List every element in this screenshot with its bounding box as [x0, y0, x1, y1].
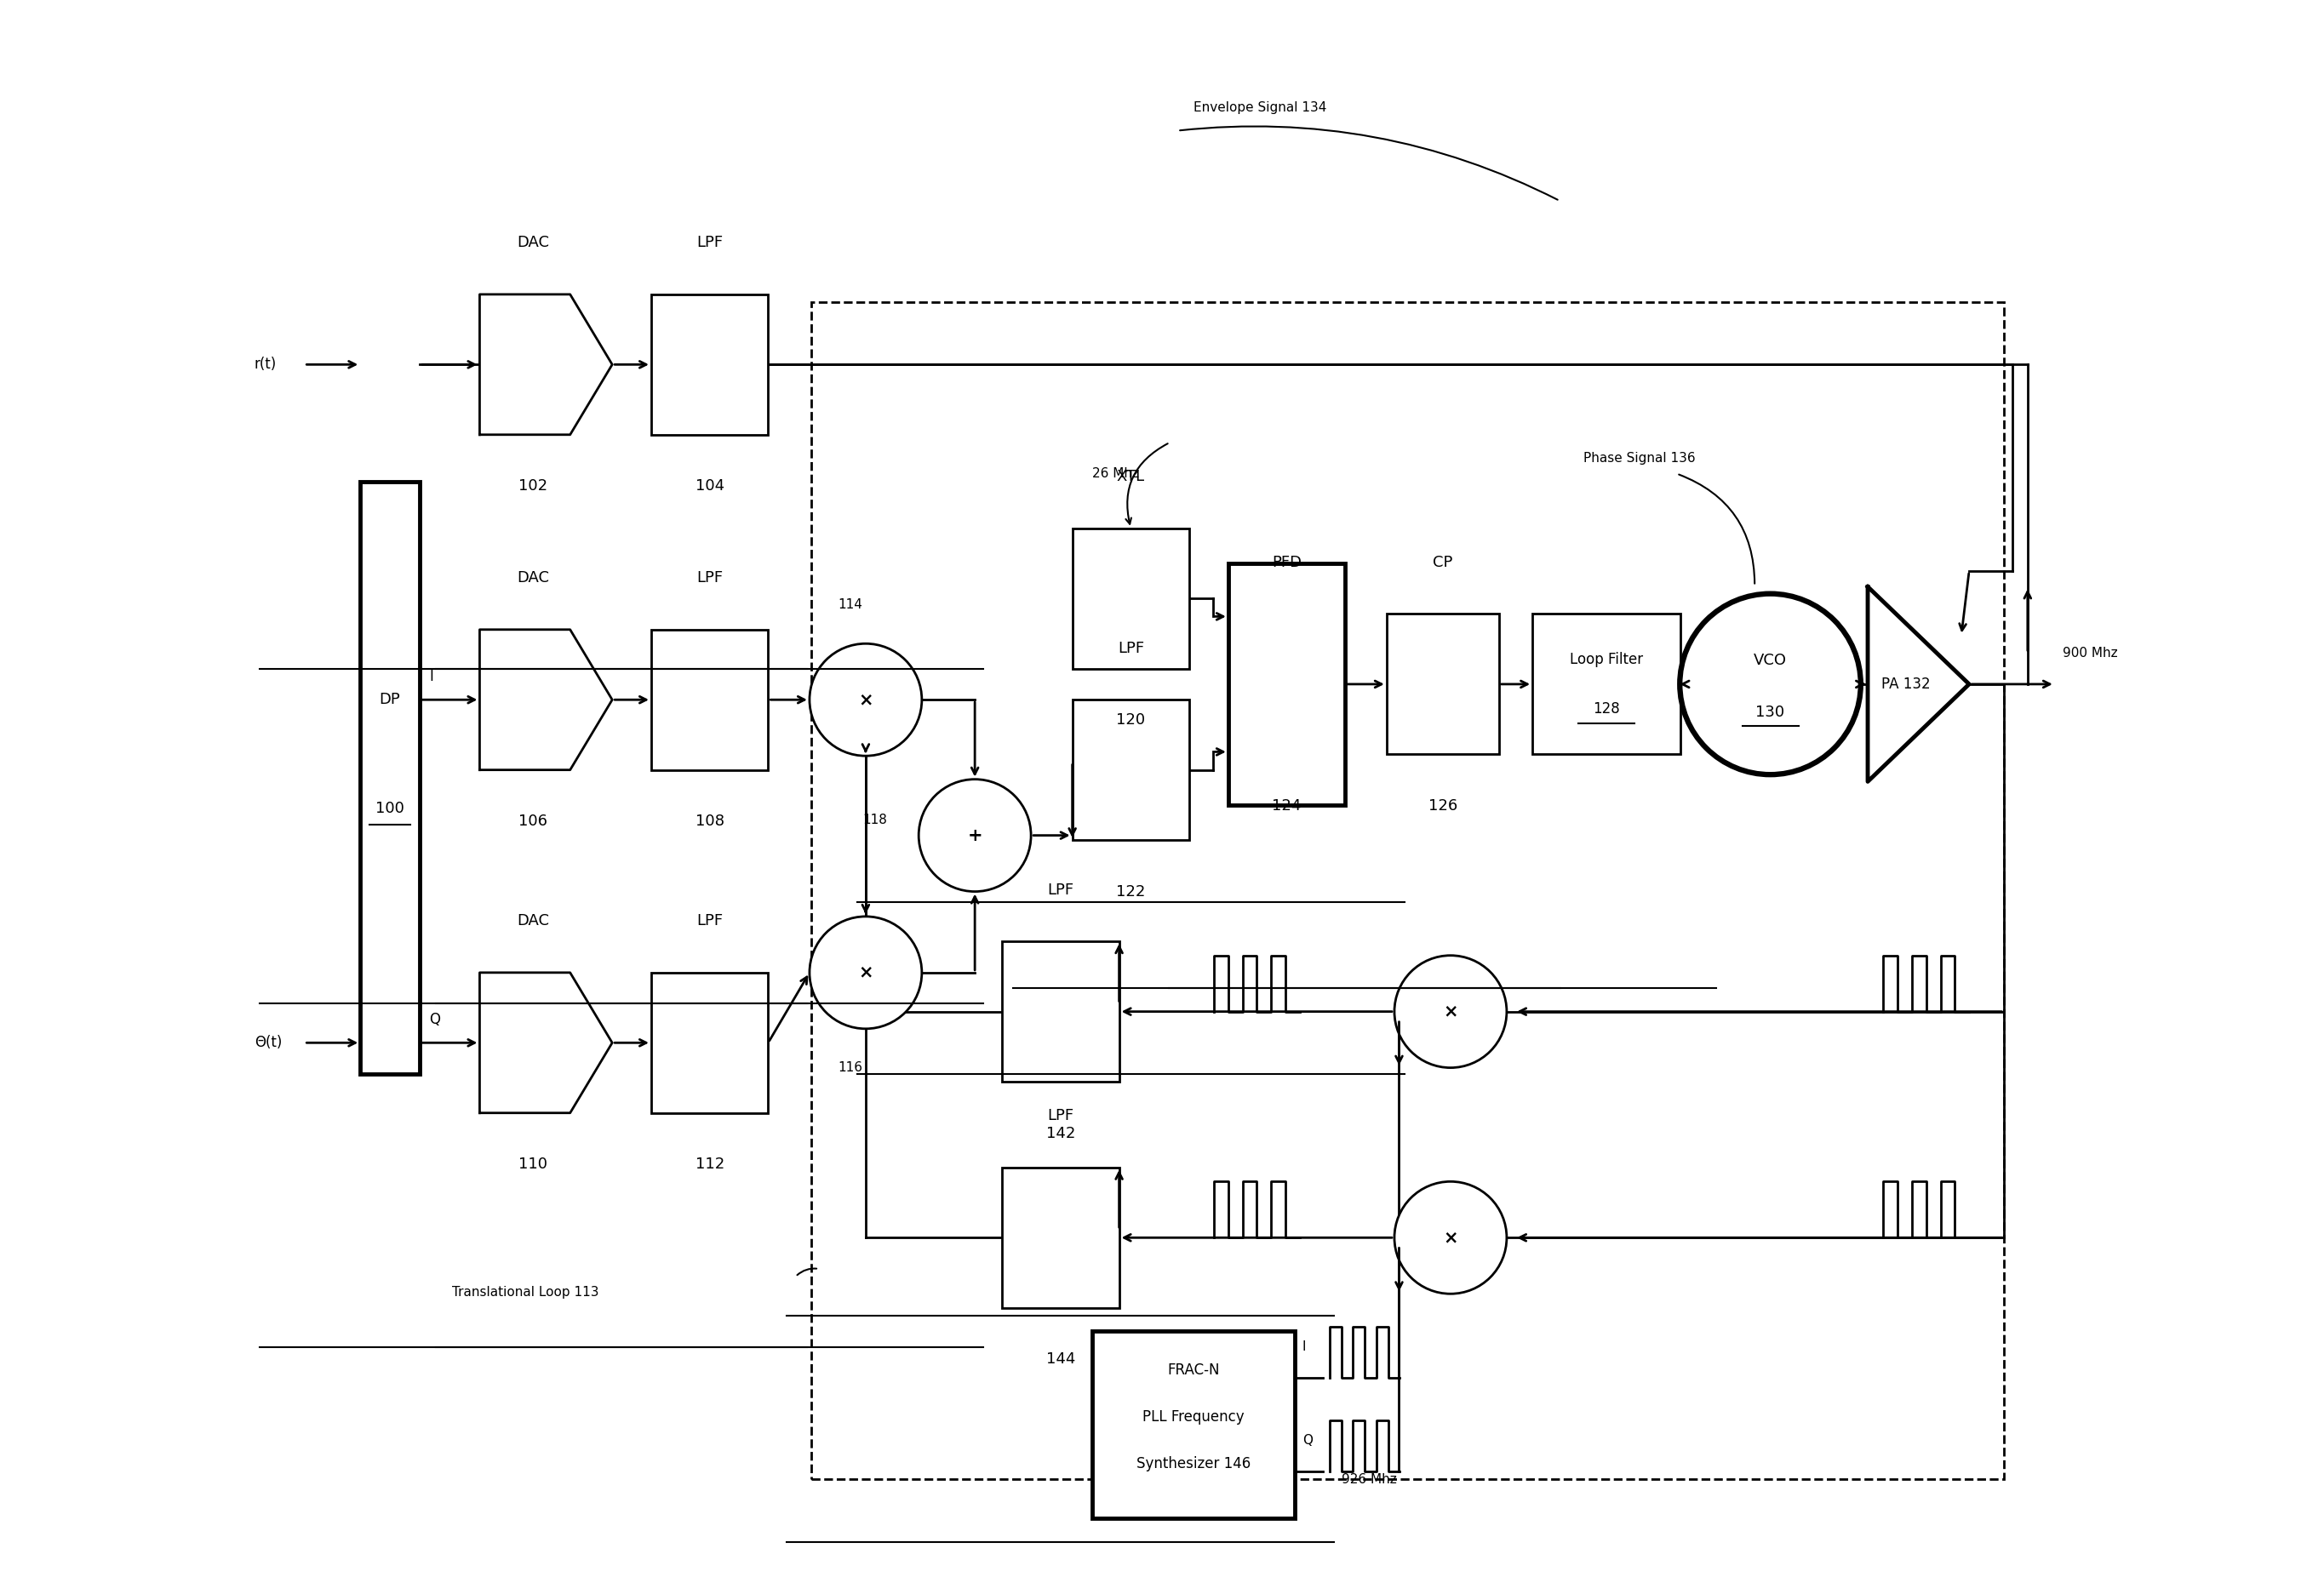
Text: +: +: [967, 826, 983, 844]
Text: LPF: LPF: [1048, 1109, 1074, 1123]
Text: 116: 116: [837, 1062, 862, 1075]
Text: CP: CP: [1434, 555, 1452, 570]
Text: DAC: DAC: [518, 913, 548, 928]
Text: PFD: PFD: [1271, 555, 1301, 570]
Text: Q: Q: [430, 1012, 439, 1027]
Text: 104: 104: [695, 479, 725, 493]
Text: 900 Mhz: 900 Mhz: [2064, 647, 2117, 660]
Text: 102: 102: [518, 479, 548, 493]
Bar: [1532, 614, 1680, 754]
Bar: [1002, 1167, 1120, 1307]
Bar: [1002, 941, 1120, 1082]
Text: Synthesizer 146: Synthesizer 146: [1136, 1456, 1250, 1472]
Text: DAC: DAC: [518, 570, 548, 586]
Text: Q: Q: [1301, 1434, 1313, 1447]
Text: 106: 106: [518, 814, 548, 829]
Text: 124: 124: [1271, 798, 1301, 814]
Circle shape: [918, 779, 1032, 891]
Bar: [1071, 699, 1190, 840]
Text: Envelope Signal 134: Envelope Signal 134: [1192, 101, 1327, 113]
Circle shape: [1680, 594, 1862, 775]
Text: VCO: VCO: [1755, 654, 1787, 668]
Text: Translational Loop 113: Translational Loop 113: [453, 1285, 600, 1299]
Text: Phase Signal 136: Phase Signal 136: [1583, 452, 1694, 465]
Text: 926 Mhz: 926 Mhz: [1341, 1474, 1397, 1486]
Text: Loop Filter: Loop Filter: [1569, 652, 1643, 666]
Bar: [1071, 528, 1190, 669]
Text: ×: ×: [1443, 1229, 1457, 1246]
Bar: [651, 294, 769, 435]
Circle shape: [809, 916, 923, 1029]
Text: 142: 142: [1046, 1125, 1076, 1141]
Polygon shape: [479, 294, 611, 435]
Bar: [1229, 564, 1346, 804]
Text: 130: 130: [1755, 704, 1785, 720]
Bar: [1387, 614, 1499, 754]
Text: 108: 108: [695, 814, 725, 829]
Text: DP: DP: [379, 693, 400, 707]
Text: 100: 100: [376, 801, 404, 817]
Text: 120: 120: [1116, 712, 1146, 727]
Text: DAC: DAC: [518, 236, 548, 250]
Bar: [360, 481, 421, 1075]
Text: XTL: XTL: [1118, 470, 1146, 484]
Text: LPF: LPF: [1048, 883, 1074, 897]
Bar: [1092, 1331, 1294, 1518]
Text: 26 Mhz: 26 Mhz: [1092, 467, 1139, 481]
Circle shape: [809, 644, 923, 756]
Circle shape: [1394, 1181, 1506, 1295]
Bar: [651, 630, 769, 770]
Bar: [811, 302, 2003, 1480]
Polygon shape: [479, 630, 611, 770]
Text: r(t): r(t): [253, 357, 277, 372]
Text: 110: 110: [518, 1156, 548, 1172]
Text: LPF: LPF: [697, 236, 723, 250]
Text: PA 132: PA 132: [1882, 677, 1931, 691]
Text: ×: ×: [858, 965, 874, 982]
Text: 126: 126: [1429, 798, 1457, 814]
Text: LPF: LPF: [697, 570, 723, 586]
Bar: [651, 972, 769, 1112]
Text: ×: ×: [1443, 1002, 1457, 1020]
Text: FRAC-N: FRAC-N: [1167, 1362, 1220, 1378]
Text: I: I: [1301, 1340, 1306, 1353]
Polygon shape: [1868, 586, 1968, 782]
Text: LPF: LPF: [697, 913, 723, 928]
Circle shape: [1394, 955, 1506, 1068]
Text: 122: 122: [1116, 884, 1146, 899]
Text: 112: 112: [695, 1156, 725, 1172]
Text: 128: 128: [1592, 701, 1620, 716]
Text: 114: 114: [837, 599, 862, 611]
Text: PLL Frequency: PLL Frequency: [1143, 1409, 1243, 1425]
Text: ×: ×: [858, 691, 874, 709]
Text: I: I: [430, 669, 432, 683]
Text: Θ(t): Θ(t): [253, 1035, 281, 1051]
Text: 118: 118: [862, 814, 888, 826]
Polygon shape: [479, 972, 611, 1112]
Text: 144: 144: [1046, 1351, 1076, 1367]
Text: LPF: LPF: [1118, 641, 1143, 657]
